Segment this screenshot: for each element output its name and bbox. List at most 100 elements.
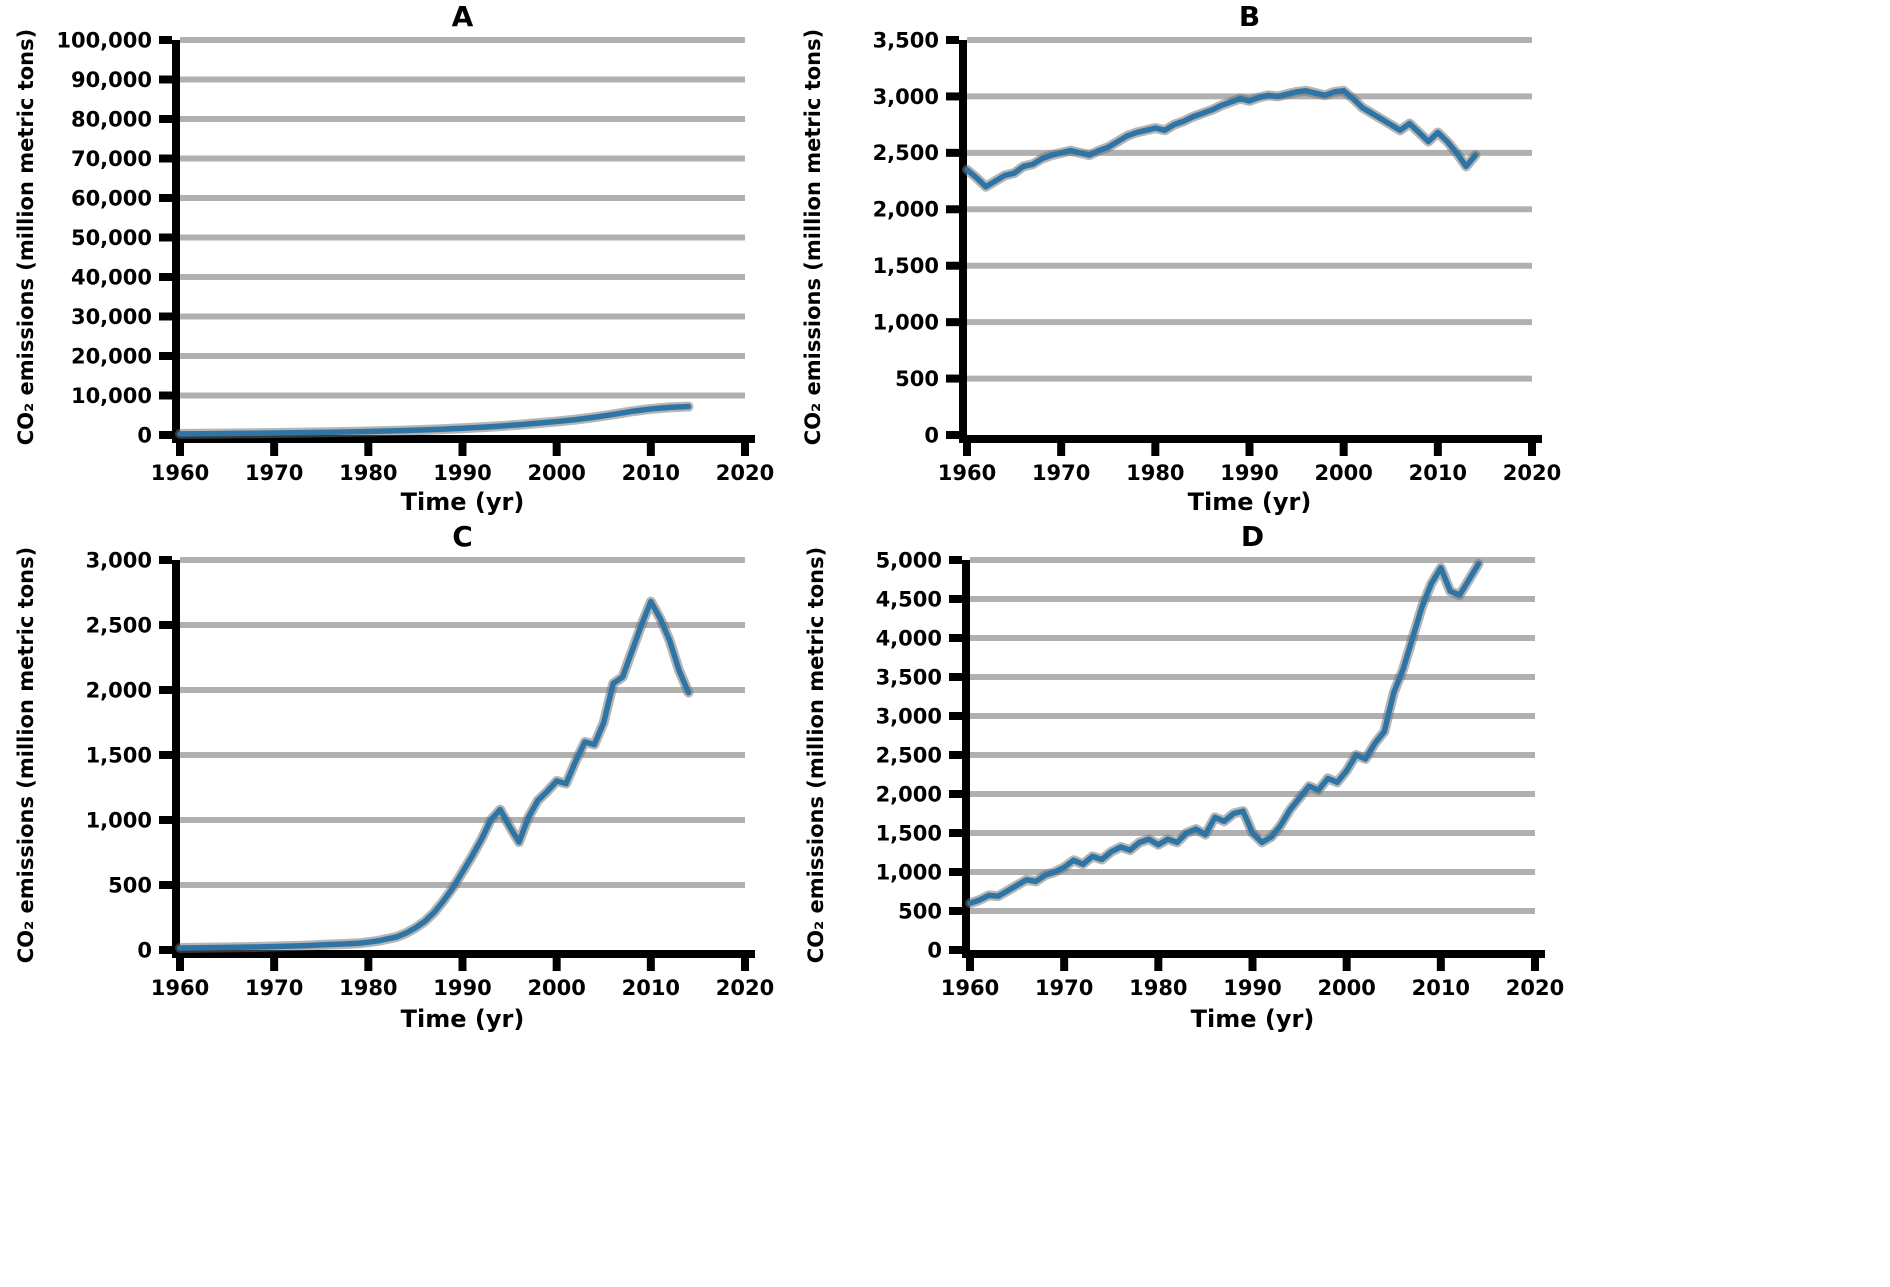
data-line [177, 598, 692, 951]
x-tick-mark [1531, 958, 1539, 971]
y-tick-label: 30,000 [71, 305, 152, 329]
y-tick-mark [949, 790, 962, 798]
y-tick-mark [949, 712, 962, 720]
y-tick-label: 1,500 [873, 254, 939, 278]
x-tick-mark [1248, 958, 1257, 971]
x-tick-mark [1057, 443, 1066, 456]
panel-c-plot-area: 0 500 1,000 1,500 2,000 2,500 3,000 1960 1970 198… [86, 548, 775, 1000]
x-tick-label: 1960 [938, 461, 996, 485]
x-tick-mark [1151, 443, 1160, 456]
x-tick-mark [364, 443, 373, 456]
x-tick-mark [552, 443, 561, 456]
y-tick-mark [159, 233, 172, 242]
panel-d-x-axis-title: Time (yr) [1190, 1005, 1315, 1033]
x-tick-label: 1960 [941, 976, 999, 1000]
y-tick-mark [159, 946, 172, 954]
data-line-shadow [965, 558, 1484, 909]
y-tick-mark [159, 556, 172, 564]
y-tick-mark [159, 352, 172, 360]
x-tick-label: 1960 [151, 976, 209, 1000]
y-tick-mark [949, 556, 962, 564]
y-axis-spine [172, 40, 180, 443]
y-tick-mark [949, 946, 962, 954]
y-tick-mark [946, 318, 959, 327]
y-tick-mark [159, 273, 172, 281]
y-tick-label: 50,000 [71, 226, 152, 250]
y-axis-spine [959, 40, 967, 443]
y-tick-mark [946, 205, 959, 214]
y-tick-mark [159, 431, 172, 439]
panel-b-plot-area: 0 500 1,000 1,500 2,000 2,500 3,000 3,500 1960 19… [873, 28, 1562, 485]
x-tick-label: 1980 [339, 976, 397, 1000]
x-tick-mark [176, 443, 184, 456]
x-tick-mark [646, 958, 655, 971]
y-axis-spine [172, 560, 180, 958]
panel-a-plot-area: 0 10,000 20,000 30,000 40,000 50,000 60,000 70,… [56, 28, 774, 485]
x-tick-mark [1436, 958, 1445, 971]
x-tick-label: 1990 [433, 461, 491, 485]
panel-c-title: C [452, 520, 473, 553]
data-line [964, 88, 1479, 190]
y-tick-label: 500 [895, 367, 939, 391]
x-tick-mark [741, 443, 749, 456]
data-line [967, 561, 1482, 906]
data-line [177, 403, 692, 437]
y-tick-mark [159, 686, 172, 694]
y-tick-label: 500 [898, 899, 942, 923]
x-tick-label: 2020 [716, 461, 774, 485]
y-tick-mark [159, 881, 172, 889]
x-tick-label: 1980 [1126, 461, 1184, 485]
x-tick-label: 2010 [1412, 976, 1470, 1000]
x-tick-label: 2000 [1314, 461, 1372, 485]
y-tick-mark [949, 595, 962, 603]
y-tick-mark [946, 36, 959, 44]
x-tick-label: 2020 [716, 976, 774, 1000]
x-tick-mark [458, 958, 467, 971]
x-axis-spine [172, 950, 755, 958]
x-tick-label: 2000 [527, 976, 585, 1000]
y-tick-mark [159, 194, 172, 202]
y-tick-label: 1,000 [86, 808, 152, 832]
y-axis-spine [962, 560, 970, 958]
y-tick-mark [159, 391, 172, 400]
x-tick-label: 1990 [1223, 976, 1281, 1000]
panel-d-title: D [1240, 520, 1265, 553]
y-tick-label: 0 [924, 423, 939, 447]
x-tick-label: 1980 [339, 461, 397, 485]
x-tick-label: 1990 [1220, 461, 1278, 485]
y-tick-label: 1,000 [873, 310, 939, 334]
y-tick-mark [159, 75, 172, 84]
x-tick-mark [364, 958, 373, 971]
x-tick-mark [1342, 958, 1351, 971]
y-tick-label: 80,000 [71, 107, 152, 131]
x-tick-mark [1060, 958, 1069, 971]
data-line-shadow [175, 596, 694, 954]
x-tick-label: 2000 [1317, 976, 1375, 1000]
y-tick-label: 0 [137, 938, 152, 962]
y-tick-label: 10,000 [71, 384, 152, 408]
x-tick-label: 2020 [1506, 976, 1564, 1000]
y-tick-label: 0 [137, 423, 152, 447]
y-tick-label: 3,000 [876, 704, 942, 728]
y-tick-mark [949, 634, 962, 642]
y-tick-mark [949, 751, 962, 759]
x-tick-label: 1960 [151, 461, 209, 485]
y-tick-mark [946, 261, 959, 270]
x-tick-mark [741, 958, 749, 971]
y-tick-mark [159, 751, 172, 759]
x-tick-mark [646, 443, 655, 456]
y-tick-label: 3,000 [86, 548, 152, 572]
y-tick-label: 70,000 [71, 147, 152, 171]
x-tick-label: 1970 [245, 461, 303, 485]
y-tick-label: 60,000 [71, 186, 152, 210]
x-tick-label: 2010 [622, 976, 680, 1000]
x-tick-label: 1970 [245, 976, 303, 1000]
x-tick-mark [1339, 443, 1348, 456]
x-tick-label: 1970 [1032, 461, 1090, 485]
x-tick-mark [1154, 958, 1163, 971]
